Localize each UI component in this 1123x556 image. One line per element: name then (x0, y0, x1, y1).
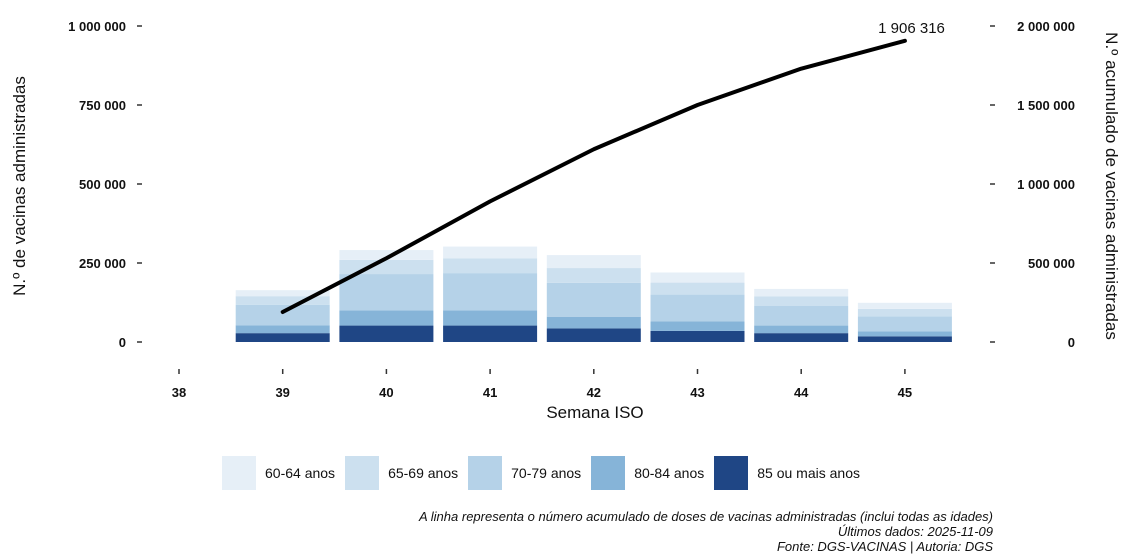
bar-segment (546, 282, 641, 317)
legend-item: 60-64 anos (222, 456, 335, 490)
bar-segment (339, 259, 434, 275)
x-tick-label: 42 (587, 385, 601, 400)
bar-segment (754, 333, 849, 342)
bar-segment (443, 310, 538, 326)
bar-segment (339, 325, 434, 342)
legend-swatch (222, 456, 256, 490)
bar-segment (235, 296, 330, 305)
y2-tick-label: 0 (1068, 335, 1075, 350)
bar-segment (650, 321, 745, 331)
y2-tick-label: 2 000 000 (1017, 19, 1075, 34)
bar-segment (443, 325, 538, 342)
cumulative-last-label: 1 906 316 (878, 20, 945, 37)
y2-tick-label: 1 500 000 (1017, 98, 1075, 113)
bar-segment (546, 328, 641, 342)
bar-segment (443, 273, 538, 311)
y-axis-right: 0 500 000 1 000 000 1 500 000 2 000 000 (990, 19, 1075, 350)
bar-segment (857, 308, 952, 317)
bar-segment (339, 250, 434, 260)
bar-segment (754, 288, 849, 297)
x-axis: 38 39 40 41 42 43 44 45 (172, 369, 912, 400)
bar-segment (754, 296, 849, 306)
legend-swatch (345, 456, 380, 490)
legend-item: 85 ou mais anos (714, 456, 860, 490)
bar-segment (650, 330, 745, 342)
bar-segment (546, 268, 641, 283)
y-tick-label: 0 (119, 335, 126, 350)
legend-label: 60-64 anos (265, 465, 336, 481)
bar-segment (857, 302, 952, 309)
legend-swatch (468, 456, 503, 490)
bar-segment (650, 272, 745, 283)
legend-swatch (714, 456, 749, 490)
bar-segment (857, 336, 952, 342)
bar-segment (339, 310, 434, 326)
y2-tick-label: 1 000 000 (1017, 177, 1075, 192)
y-axis-left: 0 250 000 500 000 750 000 1 000 000 (68, 19, 142, 350)
y2-tick-label: 500 000 (1028, 256, 1075, 271)
bar-segment (235, 290, 330, 297)
note-source: Fonte: DGS-VACINAS | Autoria: DGS (776, 539, 993, 554)
x-tick-label: 41 (483, 385, 497, 400)
legend-swatch (591, 456, 626, 490)
bar-segment (235, 304, 330, 326)
note-line: A linha representa o número acumulado de… (418, 509, 993, 524)
x-tick-label: 44 (794, 385, 809, 400)
bar-segment (650, 294, 745, 322)
x-tick-label: 45 (898, 385, 912, 400)
note-date: Últimos dados: 2025-11-09 (837, 524, 993, 539)
x-tick-label: 40 (379, 385, 393, 400)
bar-segment (754, 305, 849, 326)
bar-segment (546, 255, 641, 269)
legend: 60-64 anos 65-69 anos 70-79 anos 80-84 anos… (222, 456, 870, 490)
x-axis-title: Semana ISO (546, 403, 643, 422)
x-tick-label: 43 (690, 385, 704, 400)
bar-segment (235, 325, 330, 334)
legend-item: 70-79 anos (468, 456, 581, 490)
bar-segment (857, 331, 952, 337)
legend-item: 65-69 anos (345, 456, 458, 490)
cumulative-line (280, 38, 907, 314)
y-tick-label: 500 000 (79, 177, 126, 192)
y-tick-label: 750 000 (79, 98, 126, 113)
y-axis-title: N.º de vacinas administradas (10, 76, 29, 296)
bar-segment (339, 274, 434, 311)
bar-segment (650, 282, 745, 295)
chart: 0 250 000 500 000 750 000 1 000 000 0 500 000… (10, 19, 1121, 422)
bar-segment (235, 333, 330, 342)
x-tick-label: 38 (172, 385, 186, 400)
chart-notes: A linha representa o número acumulado de… (419, 509, 993, 554)
bar-segment (754, 325, 849, 334)
bar-segment (443, 258, 538, 274)
legend-label: 85 ou mais anos (757, 465, 860, 481)
legend-item: 80-84 anos (591, 456, 704, 490)
legend-label: 80-84 anos (634, 465, 705, 481)
bars (235, 246, 952, 342)
x-tick-label: 39 (275, 385, 289, 400)
bar-segment (546, 316, 641, 329)
cumulative-line-layer: 1 906 316 (280, 20, 945, 314)
y2-axis-title: N.º acumulado de vacinas administradas (1102, 32, 1121, 340)
legend-label: 65-69 anos (388, 465, 459, 481)
bar-segment (443, 246, 538, 259)
y-tick-label: 250 000 (79, 256, 126, 271)
y-tick-label: 1 000 000 (68, 19, 126, 34)
legend-label: 70-79 anos (511, 465, 582, 481)
bar-segment (857, 316, 952, 332)
